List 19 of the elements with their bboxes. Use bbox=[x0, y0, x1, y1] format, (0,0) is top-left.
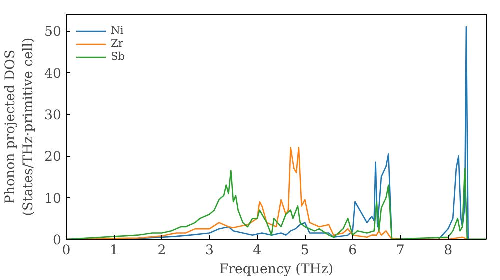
legend-label: Zr bbox=[111, 37, 124, 50]
legend-label: Ni bbox=[111, 24, 125, 37]
x-tick-label: 5 bbox=[300, 244, 310, 258]
legend-label: Sb bbox=[111, 50, 126, 63]
x-tick-label: 8 bbox=[444, 244, 453, 258]
y-tick-label: 0 bbox=[53, 234, 62, 248]
x-tick-label: 1 bbox=[110, 244, 118, 258]
y-tick-label: 20 bbox=[44, 150, 62, 166]
x-tick-label: 3 bbox=[205, 244, 214, 258]
y-tick-label: 40 bbox=[44, 66, 62, 82]
x-tick-label: 7 bbox=[396, 244, 405, 258]
x-axis-title: Frequency (THz) bbox=[219, 262, 334, 278]
y-tick-label: 50 bbox=[44, 25, 62, 40]
x-tick-label: 2 bbox=[158, 244, 166, 258]
x-tick-label: 6 bbox=[348, 244, 358, 258]
y-axis-title: Phonon projected DOS (States/THz·primitive cell) bbox=[4, 38, 37, 216]
y-tick-label: 30 bbox=[44, 108, 62, 124]
y-tick-label: 10 bbox=[44, 192, 62, 207]
x-tick-label: 4 bbox=[253, 244, 262, 258]
